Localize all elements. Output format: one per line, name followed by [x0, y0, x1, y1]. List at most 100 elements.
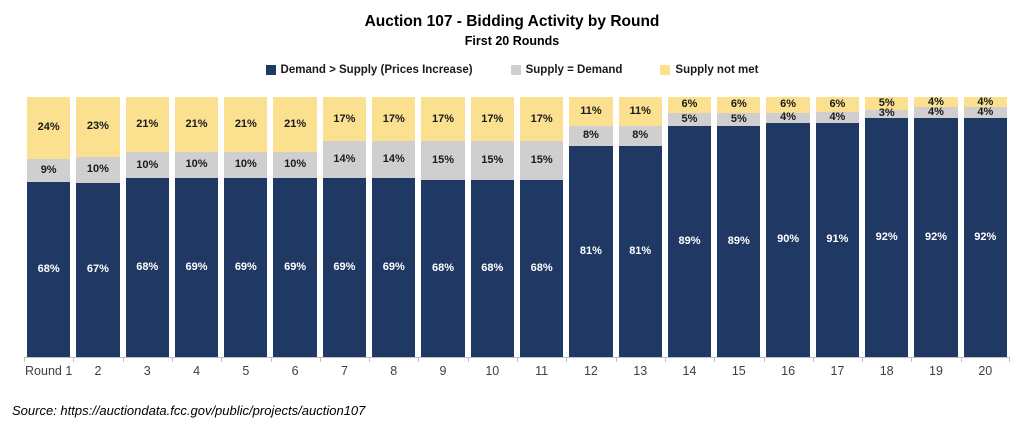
stacked-bar: 21% 10% 69%	[224, 97, 268, 357]
x-axis-label: 11	[535, 364, 549, 378]
bar-segment: 17%	[372, 97, 416, 142]
bar-segment: 89%	[717, 125, 761, 357]
x-axis-label: 16	[781, 364, 796, 378]
bar-segment: 10%	[76, 156, 120, 183]
x-axis-label: 6	[291, 364, 299, 378]
x-axis-label: Round 1	[25, 364, 73, 378]
segment-value-label: 24%	[37, 121, 60, 134]
segment-value-label: 14%	[333, 152, 356, 165]
segment-value-label: 81%	[629, 245, 652, 258]
segment-value-label: 92%	[924, 230, 947, 243]
segment-value-label: 89%	[678, 234, 701, 247]
segment-value-label: 89%	[727, 234, 750, 247]
bar-segment: 23%	[76, 97, 120, 157]
x-axis-label: 10	[485, 364, 500, 378]
segment-value-label: 10%	[136, 158, 159, 171]
stacked-bar: 17% 15% 68%	[470, 97, 514, 357]
axis-tick	[615, 358, 617, 362]
segment-value-label: 11%	[629, 104, 651, 117]
bar-slot: 4% 4% 92%	[911, 95, 960, 357]
bar-segment: 5%	[717, 112, 761, 126]
stacked-bar: 6% 5% 89%	[717, 97, 761, 357]
segment-value-label: 67%	[86, 263, 109, 276]
segment-value-label: 5%	[681, 112, 698, 125]
x-axis-label: 18	[879, 364, 894, 378]
stacked-bar: 21% 10% 68%	[125, 97, 169, 357]
bar-segment: 24%	[27, 97, 71, 159]
bar-segment: 6%	[717, 97, 761, 113]
x-axis: Round 1 2 3 4 5 6 7 8 9 10 11 12 13 14 15 16 17 18 19 20	[24, 364, 1010, 378]
bar-slot: 21% 10% 69%	[172, 97, 221, 357]
segment-value-label: 68%	[530, 262, 553, 275]
segment-value-label: 23%	[86, 120, 109, 133]
legend-item-supply-not-met: Supply not met	[660, 64, 758, 76]
segment-value-label: 92%	[875, 230, 898, 243]
bar-segment: 68%	[421, 180, 465, 357]
segment-value-label: 68%	[481, 262, 504, 275]
bar-segment: 91%	[815, 122, 860, 357]
segment-value-label: 4%	[928, 106, 944, 119]
bar-segment: 8%	[569, 125, 613, 147]
stacked-bar: 5% 3% 92%	[865, 97, 909, 357]
bar-segment: 81%	[618, 146, 662, 357]
segment-value-label: 91%	[826, 233, 849, 246]
axis-tick	[664, 358, 666, 362]
segment-value-label: 6%	[829, 98, 846, 111]
segment-value-label: 8%	[582, 129, 599, 142]
bar-segment: 10%	[174, 151, 219, 178]
legend-swatch-navy-icon	[265, 65, 276, 75]
stacked-bar: 11% 8% 81%	[618, 97, 662, 357]
bar-slot: 6% 5% 89%	[714, 97, 763, 357]
bar-segment: 4%	[963, 96, 1007, 108]
axis-tick	[1009, 358, 1010, 362]
axis-tick	[24, 358, 25, 362]
bar-segment: 4%	[815, 112, 860, 123]
legend-swatch-gray-icon	[510, 65, 521, 75]
bar-slot: 11% 8% 81%	[616, 97, 665, 357]
segment-value-label: 6%	[780, 98, 797, 111]
x-axis-label: 14	[682, 364, 697, 378]
axis-tick	[418, 358, 420, 362]
segment-value-label: 4%	[780, 111, 797, 124]
segment-value-label: 4%	[977, 106, 994, 119]
axis-tick	[221, 358, 223, 362]
bar-segment: 10%	[125, 152, 169, 179]
bar-segment: 10%	[224, 151, 268, 178]
segment-value-label: 4%	[928, 95, 944, 108]
bar-slot: 17% 14% 69%	[369, 97, 418, 357]
segment-value-label: 17%	[481, 112, 504, 125]
bar-segment: 92%	[865, 117, 909, 357]
stacked-bar: 6% 4% 91%	[815, 97, 860, 357]
segment-value-label: 21%	[234, 117, 257, 130]
stacked-bar: 11% 8% 81%	[569, 97, 613, 357]
axis-tick	[319, 358, 321, 362]
bar-segment: 6%	[667, 97, 712, 113]
stacked-bar: 17% 14% 69%	[372, 97, 416, 357]
segment-value-label: 14%	[382, 152, 405, 165]
axis-tick	[171, 358, 173, 362]
segment-value-label: 11%	[580, 104, 602, 117]
segment-value-label: 15%	[530, 154, 553, 167]
segment-value-label: 69%	[234, 260, 257, 273]
axis-tick	[566, 358, 568, 362]
bar-segment: 17%	[519, 97, 564, 142]
segment-value-label: 17%	[333, 112, 356, 125]
bar-segment: 4%	[914, 106, 958, 119]
axis-tick	[122, 358, 124, 362]
stacked-bar: 17% 14% 69%	[322, 97, 367, 357]
stacked-bar: 21% 10% 69%	[273, 97, 317, 357]
x-axis-label: 3	[143, 364, 151, 378]
bar-segment: 15%	[421, 141, 465, 181]
stacked-bar: 6% 4% 90%	[766, 97, 810, 357]
segment-value-label: 69%	[185, 260, 208, 273]
axis-tick	[911, 358, 913, 362]
stacked-bar: 23% 10% 67%	[76, 97, 120, 357]
segment-value-label: 8%	[632, 129, 649, 142]
segment-value-label: 68%	[432, 262, 455, 275]
legend-label: Demand > Supply (Prices Increase)	[280, 64, 473, 76]
axis-tick	[763, 358, 765, 362]
axis-tick	[812, 358, 814, 362]
bar-segment: 15%	[519, 141, 564, 181]
segment-value-label: 10%	[284, 158, 307, 171]
bar-slot: 24% 9% 68%	[24, 97, 73, 357]
